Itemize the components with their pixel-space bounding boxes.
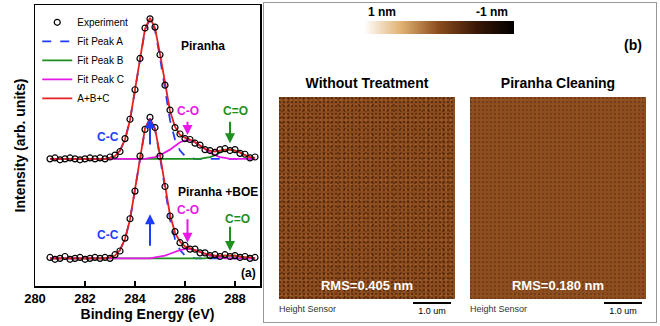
html-text:1.0 um: 1.0 um: [609, 306, 637, 316]
svg-text:Piranha +BOE: Piranha +BOE: [178, 185, 258, 199]
svg-text:Experiment: Experiment: [77, 17, 128, 28]
html-text:(b): (b): [624, 37, 642, 53]
html-text:Without Treatment: Without Treatment: [305, 75, 429, 91]
svg-text:Fit Peak B: Fit Peak B: [77, 55, 123, 66]
html-text:Height Sensor: Height Sensor: [470, 304, 527, 314]
svg-text:Intensity (arb. units): Intensity (arb. units): [12, 79, 28, 213]
html-text:Piranha Cleaning: Piranha Cleaning: [500, 75, 616, 91]
svg-text:288: 288: [224, 291, 246, 306]
svg-text:C-O: C-O: [177, 104, 199, 118]
svg-text:C-C: C-C: [97, 130, 119, 144]
html-text:1.0 um: 1.0 um: [418, 306, 446, 316]
svg-text:C=O: C=O: [225, 212, 250, 226]
svg-text:284: 284: [124, 291, 146, 306]
svg-text:Piranha: Piranha: [181, 39, 225, 53]
html-text:-1 nm: -1 nm: [476, 5, 508, 19]
svg-text:C-C: C-C: [97, 228, 119, 242]
svg-text:(a): (a): [241, 266, 256, 280]
html-text:RMS=0.405 nm: RMS=0.405 nm: [320, 278, 414, 293]
svg-text:280: 280: [24, 291, 46, 306]
svg-text:A+B+C: A+B+C: [77, 93, 109, 104]
svg-text:282: 282: [74, 291, 96, 306]
html-text:RMS=0.180 nm: RMS=0.180 nm: [511, 278, 605, 293]
svg-text:Fit Peak A: Fit Peak A: [77, 36, 123, 47]
html-text:1 nm: 1 nm: [368, 5, 396, 19]
svg-text:286: 286: [174, 291, 196, 306]
svg-text:Binding Energy (eV): Binding Energy (eV): [81, 306, 215, 322]
svg-text:Fit Peak C: Fit Peak C: [77, 74, 124, 85]
html-text:Height Sensor: Height Sensor: [279, 304, 336, 314]
svg-text:C=O: C=O: [223, 104, 248, 118]
svg-text:C-O: C-O: [177, 203, 199, 217]
